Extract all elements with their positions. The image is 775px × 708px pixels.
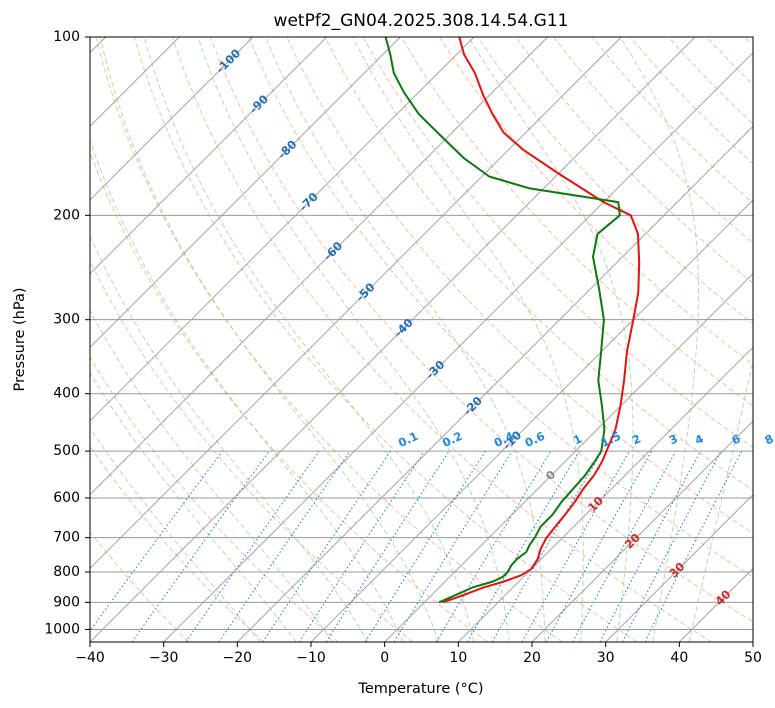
moist-adiabat <box>688 358 753 642</box>
x-tick-label: −40 <box>75 650 105 666</box>
moist-adiabat <box>467 37 634 642</box>
dry-adiabat <box>248 37 753 578</box>
y-tick-label: 700 <box>53 530 80 546</box>
isotherm-line <box>531 420 753 642</box>
dry-adiabat <box>90 445 264 642</box>
dry-adiabat <box>210 37 753 623</box>
mixing-ratio-line <box>521 450 630 642</box>
mixing-ratio-line <box>298 450 425 642</box>
moist-adiabat <box>619 37 699 642</box>
dry-adiabat <box>95 37 563 642</box>
mixing-ratio-line <box>131 450 270 642</box>
y-tick-label: 1000 <box>44 621 80 637</box>
chart-title: wetPf2_GN04.2025.308.14.54.G11 <box>274 11 569 31</box>
temperature-profile <box>442 37 641 604</box>
isotherm-line <box>237 125 753 642</box>
dry-adiabat <box>90 150 488 642</box>
dry-adiabat <box>515 37 753 284</box>
moist-adiabat <box>90 309 333 642</box>
mixing-ratio-line <box>644 450 743 642</box>
moist-adiabat <box>90 427 261 642</box>
mixing-ratio-line <box>325 450 450 642</box>
isotherm-line <box>90 37 401 348</box>
plot-area <box>90 37 753 642</box>
y-tick-label: 400 <box>53 386 80 402</box>
sounding-series <box>384 37 641 604</box>
x-axis-label: Temperature (°C) <box>357 681 483 697</box>
dewpoint-profile <box>384 37 621 604</box>
y-tick-label: 900 <box>53 594 80 610</box>
dry-adiabat <box>90 531 190 642</box>
y-tick-label: 200 <box>53 207 80 223</box>
x-tick-label: 50 <box>744 650 762 666</box>
dry-adiabat <box>133 37 638 642</box>
isotherm-line <box>458 346 753 642</box>
y-tick-label: 800 <box>53 564 80 580</box>
y-axis-label: Pressure (hPa) <box>12 287 28 391</box>
x-tick-label: −10 <box>296 650 326 666</box>
x-tick-label: −20 <box>223 650 253 666</box>
x-tick-label: 40 <box>670 650 688 666</box>
y-tick-label: 500 <box>53 443 80 459</box>
y-tick-label: 100 <box>53 29 80 45</box>
isotherm-line <box>605 494 753 642</box>
moist-adiabat <box>90 138 404 642</box>
x-tick-label: 0 <box>380 650 389 666</box>
x-tick-label: −30 <box>149 650 179 666</box>
moist-adiabat <box>143 37 475 642</box>
isotherm-line <box>310 199 753 642</box>
x-tick-label: 20 <box>523 650 541 666</box>
isotherm-line <box>90 37 254 201</box>
dry-adiabat <box>400 37 753 407</box>
x-tick-label: 10 <box>449 650 467 666</box>
isotherm-line <box>90 37 475 422</box>
isotherm-line <box>384 273 753 642</box>
mixing-ratio-line <box>545 450 653 642</box>
background-lines <box>90 37 753 642</box>
mixing-ratio-line <box>185 450 320 642</box>
dry-adiabat <box>324 37 753 491</box>
moist-adiabat <box>197 37 510 642</box>
dry-adiabat <box>171 37 712 642</box>
isotherm-line <box>90 37 548 496</box>
moist-adiabat <box>90 235 369 642</box>
y-tick-label: 600 <box>53 490 80 506</box>
isotherm-line <box>90 37 622 569</box>
mixing-ratio-line <box>393 450 513 642</box>
isotherm-line <box>163 52 753 642</box>
moist-adiabat <box>265 37 546 642</box>
moist-adiabat <box>90 371 297 642</box>
axis-ticks: −40 −30 −20 −10 0 10 20 30 40 50 100 200 300 400 500 60… <box>44 29 762 666</box>
dry-adiabat <box>90 356 339 642</box>
mixing-ratio-line <box>262 450 392 642</box>
moist-adiabat <box>352 37 584 642</box>
mixing-ratio-line <box>218 450 351 642</box>
y-tick-label: 300 <box>53 312 80 328</box>
isotherm-line <box>90 37 327 275</box>
moist-adiabat <box>99 37 439 642</box>
plot-frame <box>89 36 754 643</box>
isotherm-line <box>90 37 696 642</box>
mixing-ratio-line <box>90 450 223 632</box>
dry-adiabat <box>438 37 753 366</box>
x-tick-label: 30 <box>597 650 615 666</box>
mixing-ratio-line <box>572 450 677 642</box>
